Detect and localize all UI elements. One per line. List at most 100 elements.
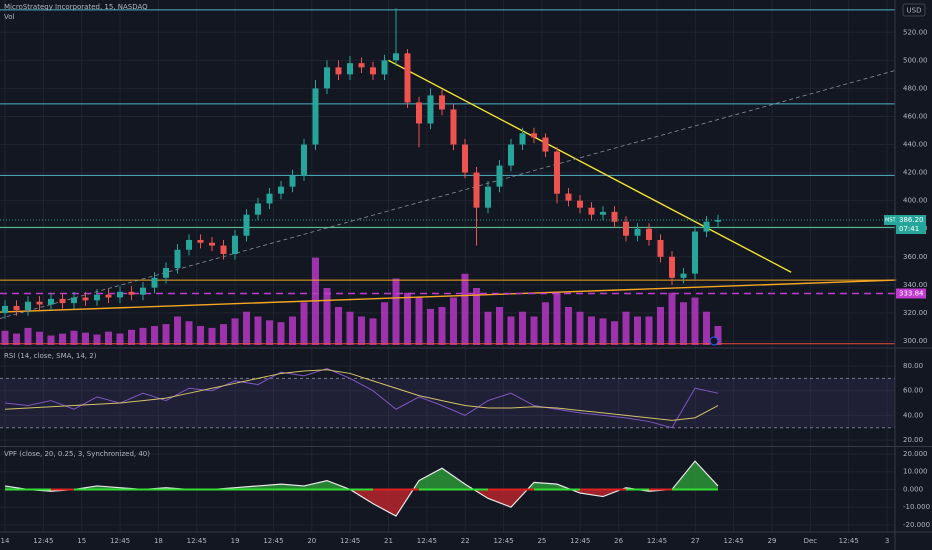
- volume-bar: [174, 316, 181, 345]
- volume-bar: [289, 316, 296, 345]
- candle-body: [347, 63, 353, 75]
- x-tick-label: 12:45: [417, 537, 437, 545]
- volume-bar: [197, 326, 204, 345]
- volume-bar: [530, 316, 538, 345]
- volume-bar: [611, 321, 618, 345]
- x-tick-label: 19: [231, 537, 240, 545]
- y-tick-label: 20.00: [903, 436, 923, 444]
- volume-bar: [105, 331, 112, 345]
- volume-bar: [116, 333, 124, 345]
- trend-line: [0, 279, 897, 313]
- candle-body: [427, 95, 434, 124]
- rsi-title: RSI (14, close, SMA, 14, 2): [4, 352, 97, 360]
- candle-body: [312, 88, 319, 145]
- volume-bar: [645, 316, 653, 345]
- volume-bar: [507, 316, 515, 345]
- volume-bar: [519, 311, 526, 345]
- currency: USD: [907, 7, 922, 15]
- candle-body: [692, 231, 698, 274]
- marked-level-label: 333.84: [899, 289, 924, 297]
- volume-bar: [703, 311, 710, 345]
- x-tick-label: 22: [461, 537, 470, 545]
- volume-bar: [588, 316, 595, 345]
- candle-body: [140, 287, 146, 295]
- candle-body: [197, 239, 204, 243]
- volume-bar: [484, 311, 492, 345]
- vpf-area-negative: [28, 489, 672, 517]
- vpf-title: VPF (close, 20, 0.25, 3, Synchronized, 4…: [4, 450, 150, 458]
- volume-bar: [128, 329, 135, 345]
- volume-bar: [461, 273, 469, 345]
- y-tick-label: 400.00: [903, 197, 928, 205]
- x-tick-label: 12:45: [724, 537, 744, 545]
- trend-line: [388, 59, 792, 273]
- x-tick-label: 12:45: [340, 537, 360, 545]
- candle-body: [669, 256, 675, 278]
- candle-body: [462, 144, 468, 173]
- x-tick-label: 26: [614, 537, 623, 545]
- volume-bar: [565, 307, 572, 345]
- candle-body: [278, 186, 284, 194]
- y-tick-label: 0.000: [903, 485, 923, 493]
- x-tick-label: 12:45: [647, 537, 667, 545]
- candle-body: [416, 102, 422, 124]
- x-tick-label: 18: [154, 537, 163, 545]
- candle-body: [335, 67, 342, 75]
- candle-body: [623, 221, 629, 236]
- volume-bar: [93, 334, 101, 345]
- y-tick-label: 440.00: [903, 141, 928, 149]
- candle-body: [600, 211, 606, 215]
- x-tick-label: 12:45: [33, 537, 53, 545]
- candle-body: [485, 186, 491, 208]
- candle-body: [128, 291, 135, 295]
- volume-label: Vol: [4, 13, 15, 21]
- volume-bar: [139, 327, 147, 345]
- candle-body: [646, 228, 652, 240]
- candle-body: [94, 294, 100, 301]
- candle-body: [358, 63, 365, 68]
- y-tick-label: 320.00: [903, 309, 928, 317]
- candle-body: [531, 133, 537, 138]
- candle-body: [48, 298, 54, 305]
- volume-bar: [392, 278, 400, 345]
- x-tick-label: Dec: [804, 537, 818, 545]
- volume-bar: [714, 326, 722, 345]
- x-tick-label: 29: [768, 537, 777, 545]
- volume-bar: [1, 330, 9, 345]
- volume-bar: [346, 311, 354, 345]
- candle-body: [393, 53, 399, 61]
- y-tick-label: 420.00: [903, 169, 928, 177]
- candle-body: [59, 298, 66, 304]
- candle-body: [577, 200, 583, 208]
- y-tick-label: 60.00: [903, 387, 923, 395]
- chart-title: MicroStrategy Incorporated, 15, NASDAQ: [4, 3, 148, 11]
- trend-line: [0, 69, 897, 319]
- candle-body: [13, 305, 20, 311]
- candle-body: [554, 151, 560, 194]
- volume-bar: [450, 297, 457, 345]
- volume-bar: [381, 302, 388, 345]
- y-tick-label: 480.00: [903, 84, 928, 92]
- volume-bar: [496, 307, 503, 345]
- x-tick-label: 3: [885, 537, 889, 545]
- y-tick-label: 500.00: [903, 56, 928, 64]
- last-price-box: [896, 215, 926, 235]
- volume-bar: [369, 318, 377, 345]
- x-tick-label: 15: [77, 537, 86, 545]
- marks: [0, 8, 897, 517]
- ticker-box: [884, 215, 896, 226]
- volume-bar: [335, 307, 342, 345]
- volume-bar: [657, 307, 664, 345]
- x-tick-label: 25: [537, 537, 546, 545]
- candle-body: [634, 228, 641, 236]
- currency-box: [902, 3, 926, 17]
- vpf-line: [4, 460, 719, 517]
- add-button[interactable]: [709, 336, 719, 346]
- y-tick-label: -10.000: [903, 503, 930, 511]
- volume-bar: [220, 324, 227, 345]
- x-tick-label: 12:45: [110, 537, 130, 545]
- x-tick-label: 12:45: [570, 537, 590, 545]
- volume-bar: [542, 302, 549, 345]
- marked-level-box: [896, 288, 926, 299]
